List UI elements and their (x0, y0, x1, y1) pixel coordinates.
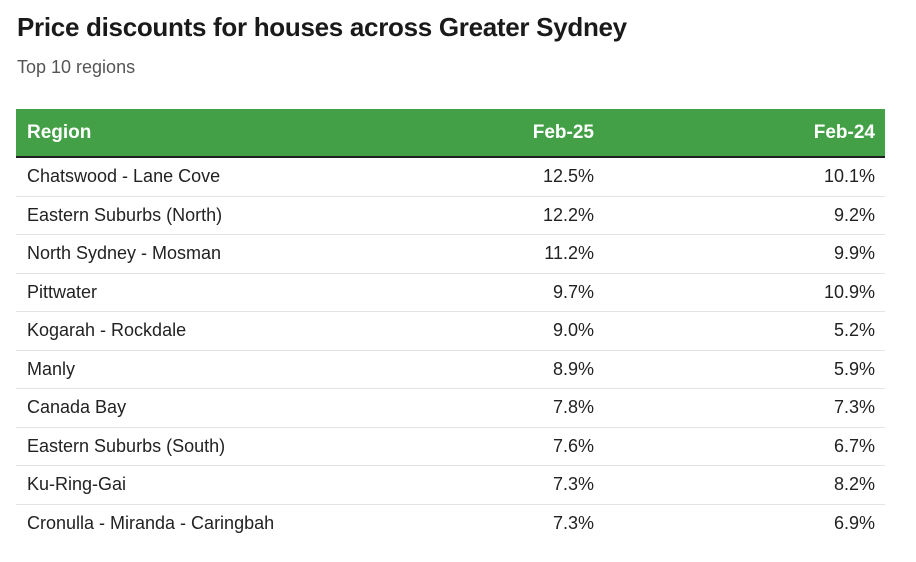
cell-feb-24: 5.2% (833, 320, 875, 341)
cell-feb-25: 7.3% (552, 474, 594, 495)
cell-feb-24: 6.9% (833, 513, 875, 534)
cell-feb-24: 7.3% (833, 397, 875, 418)
cell-region: Canada Bay (27, 397, 127, 418)
header-region: Region (27, 121, 92, 143)
header-feb-25: Feb-25 (532, 121, 594, 143)
table-row: Ku-Ring-Gai 7.3% 8.2% (16, 466, 885, 505)
cell-feb-24: 10.1% (823, 166, 875, 187)
table-body: Chatswood - Lane Cove 12.5% 10.1% Eastern S… (16, 158, 885, 543)
table-row: North Sydney - Mosman 11.2% 9.9% (16, 235, 885, 274)
cell-feb-25: 9.0% (552, 320, 594, 341)
cell-region: Eastern Suburbs (North) (27, 204, 223, 225)
cell-region: Manly (27, 358, 76, 379)
cell-feb-25: 7.3% (552, 513, 594, 534)
table-row: Cronulla - Miranda - Caringbah 7.3% 6.9% (16, 505, 885, 544)
cell-region: Pittwater (27, 281, 98, 302)
chart-title: Price discounts for houses across Greate… (17, 12, 627, 42)
cell-feb-25: 11.2% (544, 243, 594, 264)
cell-region: Chatswood - Lane Cove (27, 166, 221, 187)
cell-feb-24: 10.9% (823, 281, 875, 302)
cell-feb-25: 12.5% (542, 166, 594, 187)
cell-feb-24: 9.9% (833, 243, 875, 264)
table-row: Canada Bay 7.8% 7.3% (16, 389, 885, 428)
cell-feb-25: 8.9% (552, 358, 594, 379)
table-row: Kogarah - Rockdale 9.0% 5.2% (16, 312, 885, 351)
cell-feb-24: 9.2% (833, 204, 875, 225)
discount-table: Region Feb-25 Feb-24 Chatswood - Lane Co… (16, 109, 885, 543)
table-row: Eastern Suburbs (South) 7.6% 6.7% (16, 428, 885, 466)
table-header: Region Feb-25 Feb-24 (16, 109, 885, 158)
cell-region: North Sydney - Mosman (27, 243, 222, 264)
cell-feb-25: 7.8% (552, 397, 594, 418)
cell-feb-25: 7.6% (552, 435, 594, 456)
table-row: Manly 8.9% 5.9% (16, 351, 885, 389)
table-row: Chatswood - Lane Cove 12.5% 10.1% (16, 158, 885, 197)
chart-subtitle: Top 10 regions (17, 57, 136, 77)
cell-region: Ku-Ring-Gai (27, 474, 127, 495)
cell-feb-25: 9.7% (552, 281, 594, 302)
table-row: Pittwater 9.7% 10.9% (16, 274, 885, 312)
cell-feb-25: 12.2% (542, 204, 594, 225)
cell-region: Cronulla - Miranda - Caringbah (27, 513, 275, 534)
cell-region: Eastern Suburbs (South) (27, 435, 226, 456)
header-feb-24: Feb-24 (813, 121, 875, 143)
cell-feb-24: 6.7% (833, 435, 875, 456)
cell-feb-24: 5.9% (833, 358, 875, 379)
cell-feb-24: 8.2% (833, 474, 875, 495)
table-row: Eastern Suburbs (North) 12.2% 9.2% (16, 197, 885, 235)
cell-region: Kogarah - Rockdale (27, 320, 187, 341)
